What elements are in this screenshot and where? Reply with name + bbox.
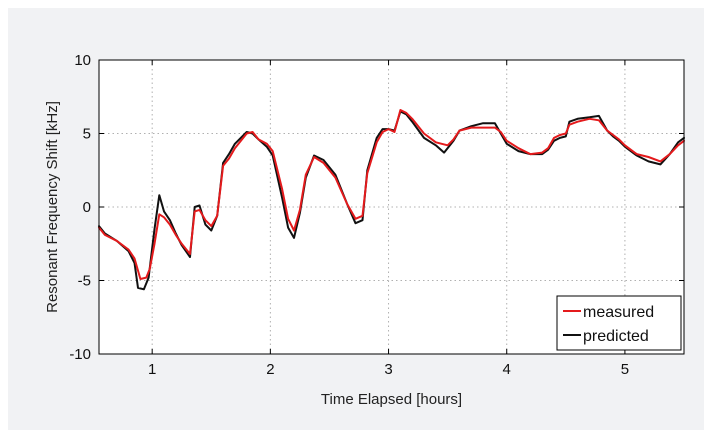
plot-frame <box>98 59 685 355</box>
x-tick-label: 1 <box>148 361 156 378</box>
y-tick-label: -5 <box>78 273 91 290</box>
x-tick-label: 5 <box>621 361 629 378</box>
x-tick-label: 2 <box>266 361 274 378</box>
legend: measured predicted <box>556 295 682 351</box>
x-axis-title: Time Elapsed [hours] <box>321 391 462 408</box>
grid-lines <box>99 60 684 354</box>
series-layer <box>98 109 685 291</box>
series-line-measured <box>98 109 685 280</box>
legend-label-measured: measured <box>583 304 654 321</box>
y-tick-label: 0 <box>83 199 91 216</box>
legend-box <box>556 295 682 351</box>
x-tick-label: 4 <box>503 361 511 378</box>
y-tick-label: 10 <box>74 52 91 69</box>
legend-label-predicted: predicted <box>583 328 649 345</box>
y-tick-label: -10 <box>69 346 91 363</box>
y-tick-label: 5 <box>83 126 91 143</box>
y-axis-title: Resonant Frequency Shift [kHz] <box>44 101 61 313</box>
x-tick-label: 3 <box>384 361 392 378</box>
